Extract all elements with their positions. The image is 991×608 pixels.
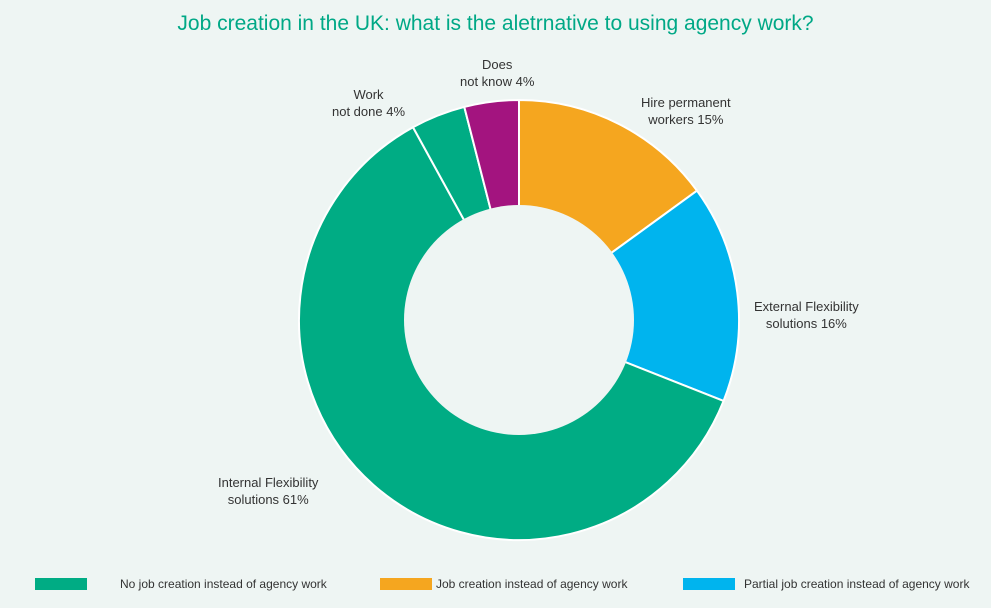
- slice-label-internal-flexibility: Internal Flexibility solutions 61%: [218, 475, 319, 507]
- legend-label: No job creation instead of agency work: [120, 577, 327, 591]
- legend-swatch: [380, 578, 432, 590]
- slice-label-hire-permanent: Hire permanent workers 15%: [641, 95, 731, 127]
- slice-label-external-flexibility: External Flexibility solutions 16%: [754, 299, 859, 331]
- legend-label: Partial job creation instead of agency w…: [744, 577, 970, 591]
- legend-swatch: [35, 578, 87, 590]
- chart-legend: No job creation instead of agency work J…: [0, 572, 991, 598]
- donut-hole: [404, 205, 634, 435]
- legend-label: Job creation instead of agency work: [436, 577, 628, 591]
- chart-title: Job creation in the UK: what is the alet…: [177, 12, 814, 35]
- slice-label-does-not-know: Does not know 4%: [460, 57, 535, 89]
- legend-swatch: [683, 578, 735, 590]
- slice-label-work-not-done: Work not done 4%: [332, 87, 406, 119]
